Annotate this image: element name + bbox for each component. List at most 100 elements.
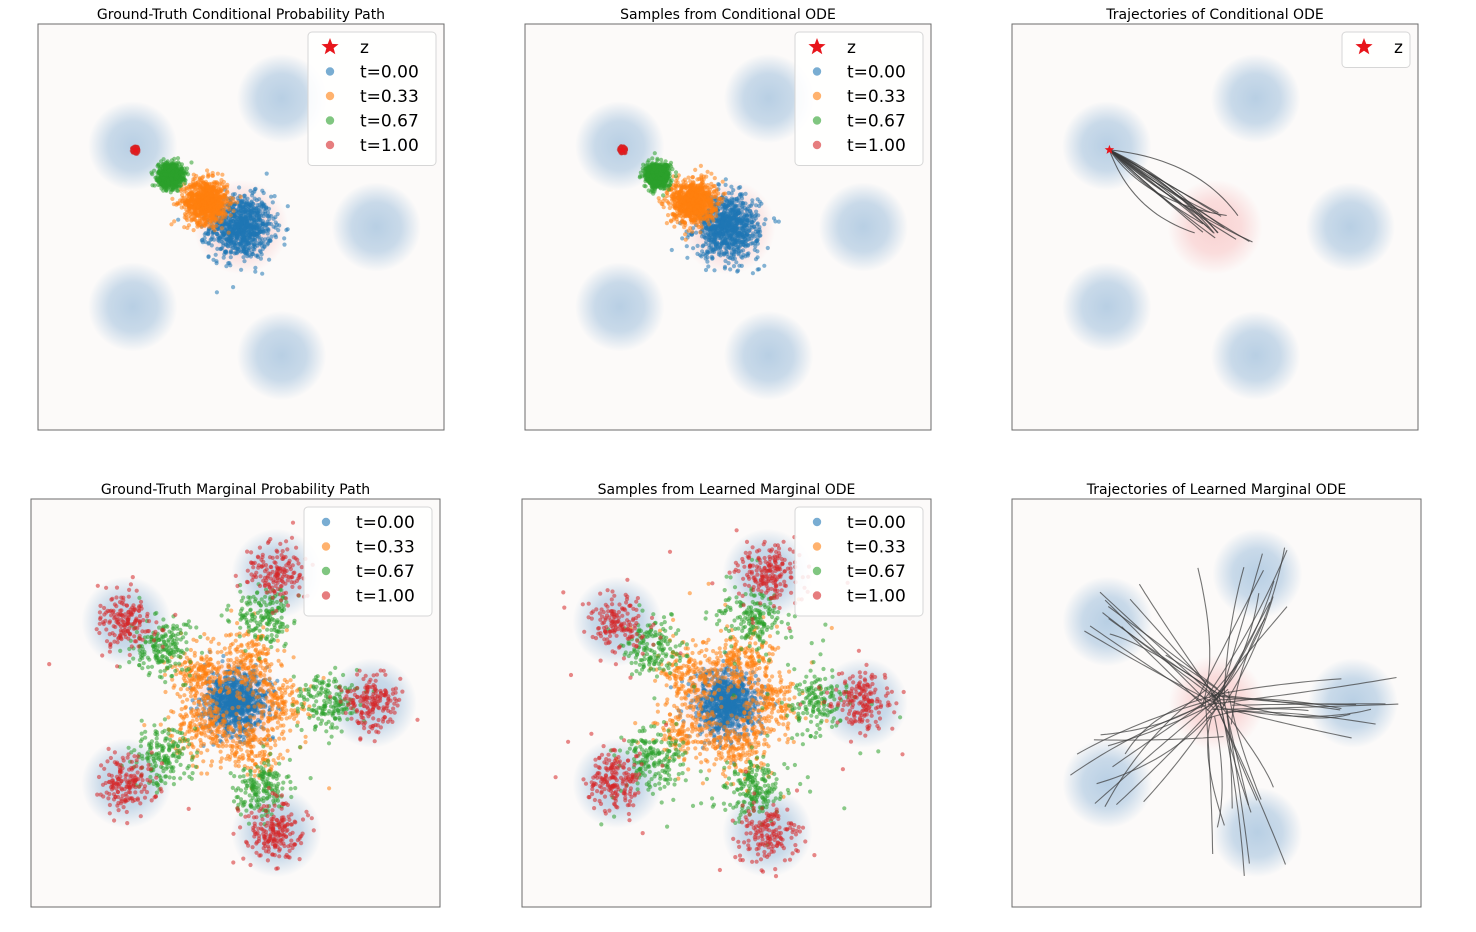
point-t=0.00 bbox=[705, 227, 710, 232]
point-t=0.00 bbox=[270, 200, 275, 205]
point-t=0.00 bbox=[762, 263, 767, 268]
point-t=0.33 bbox=[709, 171, 714, 176]
point-t=0.00 bbox=[743, 254, 748, 259]
point-t=0.33 bbox=[210, 173, 216, 178]
point-t=0.67 bbox=[166, 184, 171, 189]
point-t=0.00 bbox=[228, 250, 233, 255]
point-t=0.33 bbox=[191, 228, 196, 233]
point-t=0.33 bbox=[228, 195, 234, 200]
point-t=0.00 bbox=[255, 253, 260, 258]
legend-marker-t=1.00 bbox=[325, 140, 335, 150]
point-t=0.00 bbox=[255, 221, 260, 226]
point-t=0.33 bbox=[210, 198, 215, 203]
point-t=0.33 bbox=[190, 183, 195, 188]
point-t=0.67 bbox=[161, 184, 166, 189]
point-t=0.00 bbox=[247, 218, 252, 223]
point-t=0.00 bbox=[243, 203, 248, 208]
point-t=0.33 bbox=[193, 191, 198, 196]
point-t=0.33 bbox=[698, 163, 704, 168]
point-t=0.00 bbox=[730, 224, 735, 229]
point-t=0.00 bbox=[251, 201, 256, 206]
point-t=0.33 bbox=[225, 198, 230, 203]
point-t=0.00 bbox=[724, 250, 729, 255]
point-t=0.00 bbox=[218, 246, 224, 251]
point-t=0.00 bbox=[239, 234, 244, 239]
point-t=0.33 bbox=[197, 183, 203, 188]
point-t=0.00 bbox=[236, 228, 241, 233]
point-t=0.00 bbox=[742, 216, 747, 222]
point-t=0.67 bbox=[175, 156, 181, 161]
point-t=0.00 bbox=[734, 196, 739, 201]
point-t=0.00 bbox=[252, 214, 257, 220]
panel-title: Ground-Truth Conditional Probability Pat… bbox=[97, 7, 385, 23]
point-t=0.00 bbox=[267, 257, 272, 262]
point-t=0.00 bbox=[747, 204, 752, 209]
point-t=0.00 bbox=[726, 202, 731, 207]
point-t=0.00 bbox=[237, 185, 242, 190]
point-t=0.00 bbox=[754, 212, 759, 217]
point-t=0.33 bbox=[195, 212, 200, 218]
point-t=0.33 bbox=[210, 186, 215, 191]
point-t=0.00 bbox=[251, 225, 256, 230]
point-t=0.33 bbox=[184, 186, 189, 191]
point-t=0.00 bbox=[771, 216, 777, 221]
point-t=0.00 bbox=[255, 235, 260, 240]
point-t=0.00 bbox=[735, 268, 741, 273]
point-t=0.00 bbox=[258, 223, 263, 228]
point-t=0.00 bbox=[235, 246, 240, 252]
legend: zt=0.00t=0.33t=0.67t=1.00 bbox=[307, 31, 437, 166]
point-t=0.00 bbox=[266, 214, 271, 219]
point-t=0.00 bbox=[214, 231, 219, 236]
point-t=0.00 bbox=[213, 252, 218, 257]
point-t=0.00 bbox=[265, 210, 271, 215]
point-t=0.00 bbox=[214, 290, 219, 295]
point-t=0.00 bbox=[264, 223, 269, 228]
point-t=0.00 bbox=[695, 243, 700, 248]
point-t=0.00 bbox=[244, 199, 250, 204]
point-t=0.33 bbox=[712, 176, 717, 181]
point-t=0.00 bbox=[247, 233, 252, 238]
point-t=0.67 bbox=[185, 172, 191, 177]
point-t=0.33 bbox=[178, 188, 183, 194]
point-t=0.33 bbox=[213, 217, 218, 223]
point-t=0.00 bbox=[230, 205, 236, 210]
point-t=0.00 bbox=[748, 225, 753, 230]
point-t=0.67 bbox=[170, 184, 175, 189]
point-t=0.00 bbox=[737, 216, 742, 221]
point-t=0.67 bbox=[183, 181, 188, 186]
point-t=0.33 bbox=[172, 219, 177, 224]
point-t=0.00 bbox=[214, 259, 219, 264]
point-t=0.33 bbox=[221, 195, 226, 200]
point-t=0.67 bbox=[150, 172, 155, 177]
point-t=0.00 bbox=[703, 256, 708, 261]
point-t=0.33 bbox=[222, 215, 227, 220]
point-t=0.00 bbox=[722, 228, 727, 233]
point-t=0.00 bbox=[723, 182, 728, 187]
point-t=0.00 bbox=[233, 250, 238, 255]
point-t=0.67 bbox=[156, 162, 161, 168]
point-t=0.33 bbox=[219, 211, 224, 217]
point-t=0.00 bbox=[247, 253, 252, 258]
point-t=0.00 bbox=[747, 228, 752, 233]
point-t=0.67 bbox=[150, 183, 155, 188]
point-t=0.33 bbox=[211, 224, 216, 230]
point-t=0.00 bbox=[206, 241, 211, 246]
point-t=0.00 bbox=[727, 242, 732, 247]
point-t=0.00 bbox=[242, 226, 247, 231]
legend-label: t=0.33 bbox=[360, 87, 419, 107]
point-t=0.00 bbox=[245, 241, 250, 246]
point-t=0.00 bbox=[752, 224, 757, 229]
point-t=0.00 bbox=[720, 220, 725, 225]
target-density-blob bbox=[236, 53, 327, 144]
point-t=0.33 bbox=[223, 205, 228, 210]
point-t=0.00 bbox=[284, 227, 289, 233]
point-t=0.67 bbox=[167, 161, 172, 166]
point-t=0.00 bbox=[720, 212, 725, 217]
point-t=0.00 bbox=[754, 209, 759, 214]
point-t=0.00 bbox=[205, 231, 210, 236]
point-t=0.00 bbox=[703, 267, 709, 273]
point-t=0.00 bbox=[741, 248, 746, 253]
point-t=0.00 bbox=[721, 216, 726, 221]
point-t=0.33 bbox=[226, 230, 231, 235]
